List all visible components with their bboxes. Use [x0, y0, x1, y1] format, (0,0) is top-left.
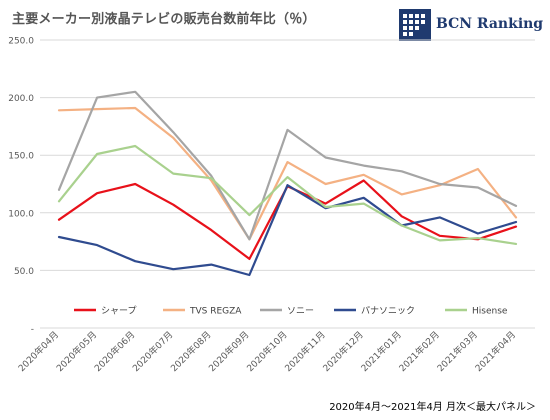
- legend: シャープ TVS REGZA ソニー パナソニック Hisense: [74, 306, 508, 317]
- legend-label: パナソニック: [361, 306, 415, 317]
- x-axis-ticks: 2020年04月2020年05月2020年06月2020年07月2020年08月…: [16, 329, 518, 375]
- logo-mark-icon: [399, 9, 431, 41]
- logo-text: BCN Ranking: [436, 16, 544, 32]
- grid-lines: [40, 39, 535, 329]
- legend-label: TVS REGZA: [189, 307, 242, 317]
- legend-label: ソニー: [287, 307, 314, 317]
- chart-title: 主要メーカー別液晶テレビの販売台数前年比（％）: [12, 12, 316, 27]
- legend-label: Hisense: [472, 307, 508, 317]
- x-tick-label: 2021年04月: [473, 329, 519, 375]
- series-line: [57, 184, 518, 277]
- legend-label: シャープ: [101, 306, 136, 317]
- y-tick-label: 200.0: [8, 94, 34, 104]
- y-tick-label: 50.0: [14, 267, 34, 277]
- bcn-ranking-logo: BCN Ranking: [398, 4, 543, 48]
- y-tick-label: 250.0: [8, 37, 34, 47]
- y-axis-ticks: - 50.0 100.0 150.0 200.0 250.0: [8, 37, 34, 335]
- series-line: [57, 106, 518, 241]
- y-tick-label: 100.0: [8, 209, 34, 219]
- series-lines: [57, 90, 518, 277]
- series-line: [57, 90, 518, 241]
- series-line: [57, 144, 518, 245]
- y-tick-label: -: [31, 325, 34, 335]
- y-tick-label: 150.0: [8, 152, 34, 162]
- chart-footnote: 2020年4月～2021年4月 月次＜最大パネル＞: [329, 402, 536, 413]
